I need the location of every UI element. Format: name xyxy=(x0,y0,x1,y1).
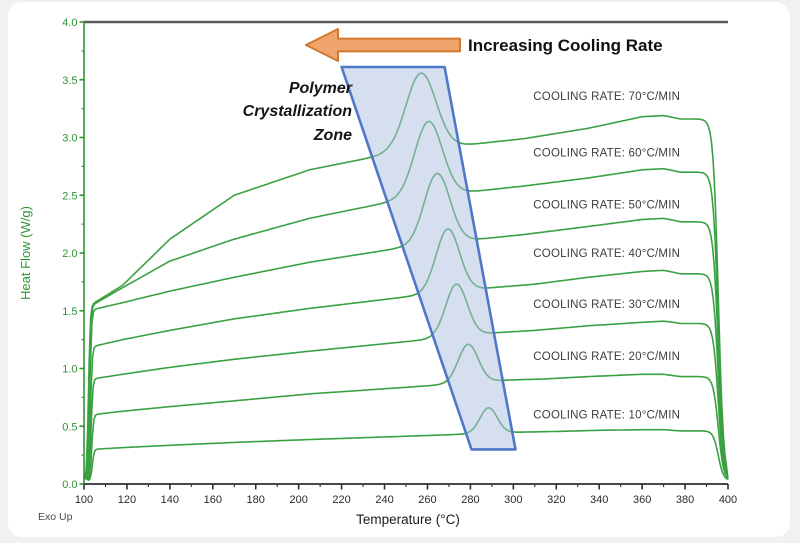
curve-30c-per-min xyxy=(86,283,729,481)
y-tick-label-1.0: 1.0 xyxy=(62,364,77,376)
x-tick-label-100: 100 xyxy=(75,494,93,506)
y-tick-label-1.5: 1.5 xyxy=(62,306,77,318)
curve-20c-per-min xyxy=(87,343,729,481)
x-tick-label-180: 180 xyxy=(247,494,265,506)
x-tick-label-280: 280 xyxy=(461,494,479,506)
x-tick-label-240: 240 xyxy=(375,494,393,506)
x-tick-label-200: 200 xyxy=(289,494,307,506)
y-tick-label-4.0: 4.0 xyxy=(62,17,77,29)
y-tick-label-3.5: 3.5 xyxy=(62,75,77,87)
zone-label-line2: Crystallization xyxy=(243,103,353,120)
curve-label-70c-per-min: COOLING RATE: 70°C/MIN xyxy=(533,91,680,103)
y-tick-label-0.5: 0.5 xyxy=(62,421,77,433)
x-axis-ticks: 100 120 140 160 180 200 220 240 260 280 300 320 340 3… xyxy=(75,484,737,506)
y-axis-ticks: 0.0 0.5 1.0 1.5 2.0 2.5 3.0 3.5 4.0 xyxy=(62,17,84,491)
arrow-annotation-label: Increasing Cooling Rate xyxy=(468,36,663,55)
y-tick-label-0.0: 0.0 xyxy=(62,479,77,491)
y-tick-label-2.5: 2.5 xyxy=(62,190,77,202)
x-tick-label-400: 400 xyxy=(719,494,737,506)
curve-label-50c-per-min: COOLING RATE: 50°C/MIN xyxy=(533,199,680,211)
x-axis-title: Temperature (°C) xyxy=(356,512,460,527)
zone-label-line3: Zone xyxy=(313,127,352,144)
zone-label-line1: Polymer xyxy=(289,80,353,97)
x-tick-label-260: 260 xyxy=(418,494,436,506)
curve-label-30c-per-min: COOLING RATE: 30°C/MIN xyxy=(533,299,680,311)
curve-label-60c-per-min: COOLING RATE: 60°C/MIN xyxy=(533,148,680,160)
curve-40c-per-min xyxy=(85,228,729,480)
curve-labels-group: COOLING RATE: 70°C/MIN COOLING RATE: 60°C… xyxy=(533,91,680,422)
x-tick-label-140: 140 xyxy=(161,494,179,506)
curve-label-20c-per-min: COOLING RATE: 20°C/MIN xyxy=(533,351,680,363)
y-tick-label-3.0: 3.0 xyxy=(62,133,77,145)
x-tick-label-300: 300 xyxy=(504,494,522,506)
exo-up-note: Exo Up xyxy=(38,511,73,523)
y-tick-label-2.0: 2.0 xyxy=(62,248,77,260)
x-tick-label-380: 380 xyxy=(676,494,694,506)
curve-10c-per-min xyxy=(87,407,729,481)
increasing-cooling-rate-arrow-icon xyxy=(305,28,461,62)
x-tick-label-220: 220 xyxy=(332,494,350,506)
x-tick-label-120: 120 xyxy=(118,494,136,506)
x-tick-label-320: 320 xyxy=(547,494,565,506)
x-tick-label-340: 340 xyxy=(590,494,608,506)
crystallization-zone-band xyxy=(340,65,517,451)
curve-label-10c-per-min: COOLING RATE: 10°C/MIN xyxy=(533,410,680,422)
curve-label-40c-per-min: COOLING RATE: 40°C/MIN xyxy=(533,248,680,260)
x-tick-label-360: 360 xyxy=(633,494,651,506)
y-axis-title: Heat Flow (W/g) xyxy=(18,206,33,300)
x-tick-label-160: 160 xyxy=(204,494,222,506)
